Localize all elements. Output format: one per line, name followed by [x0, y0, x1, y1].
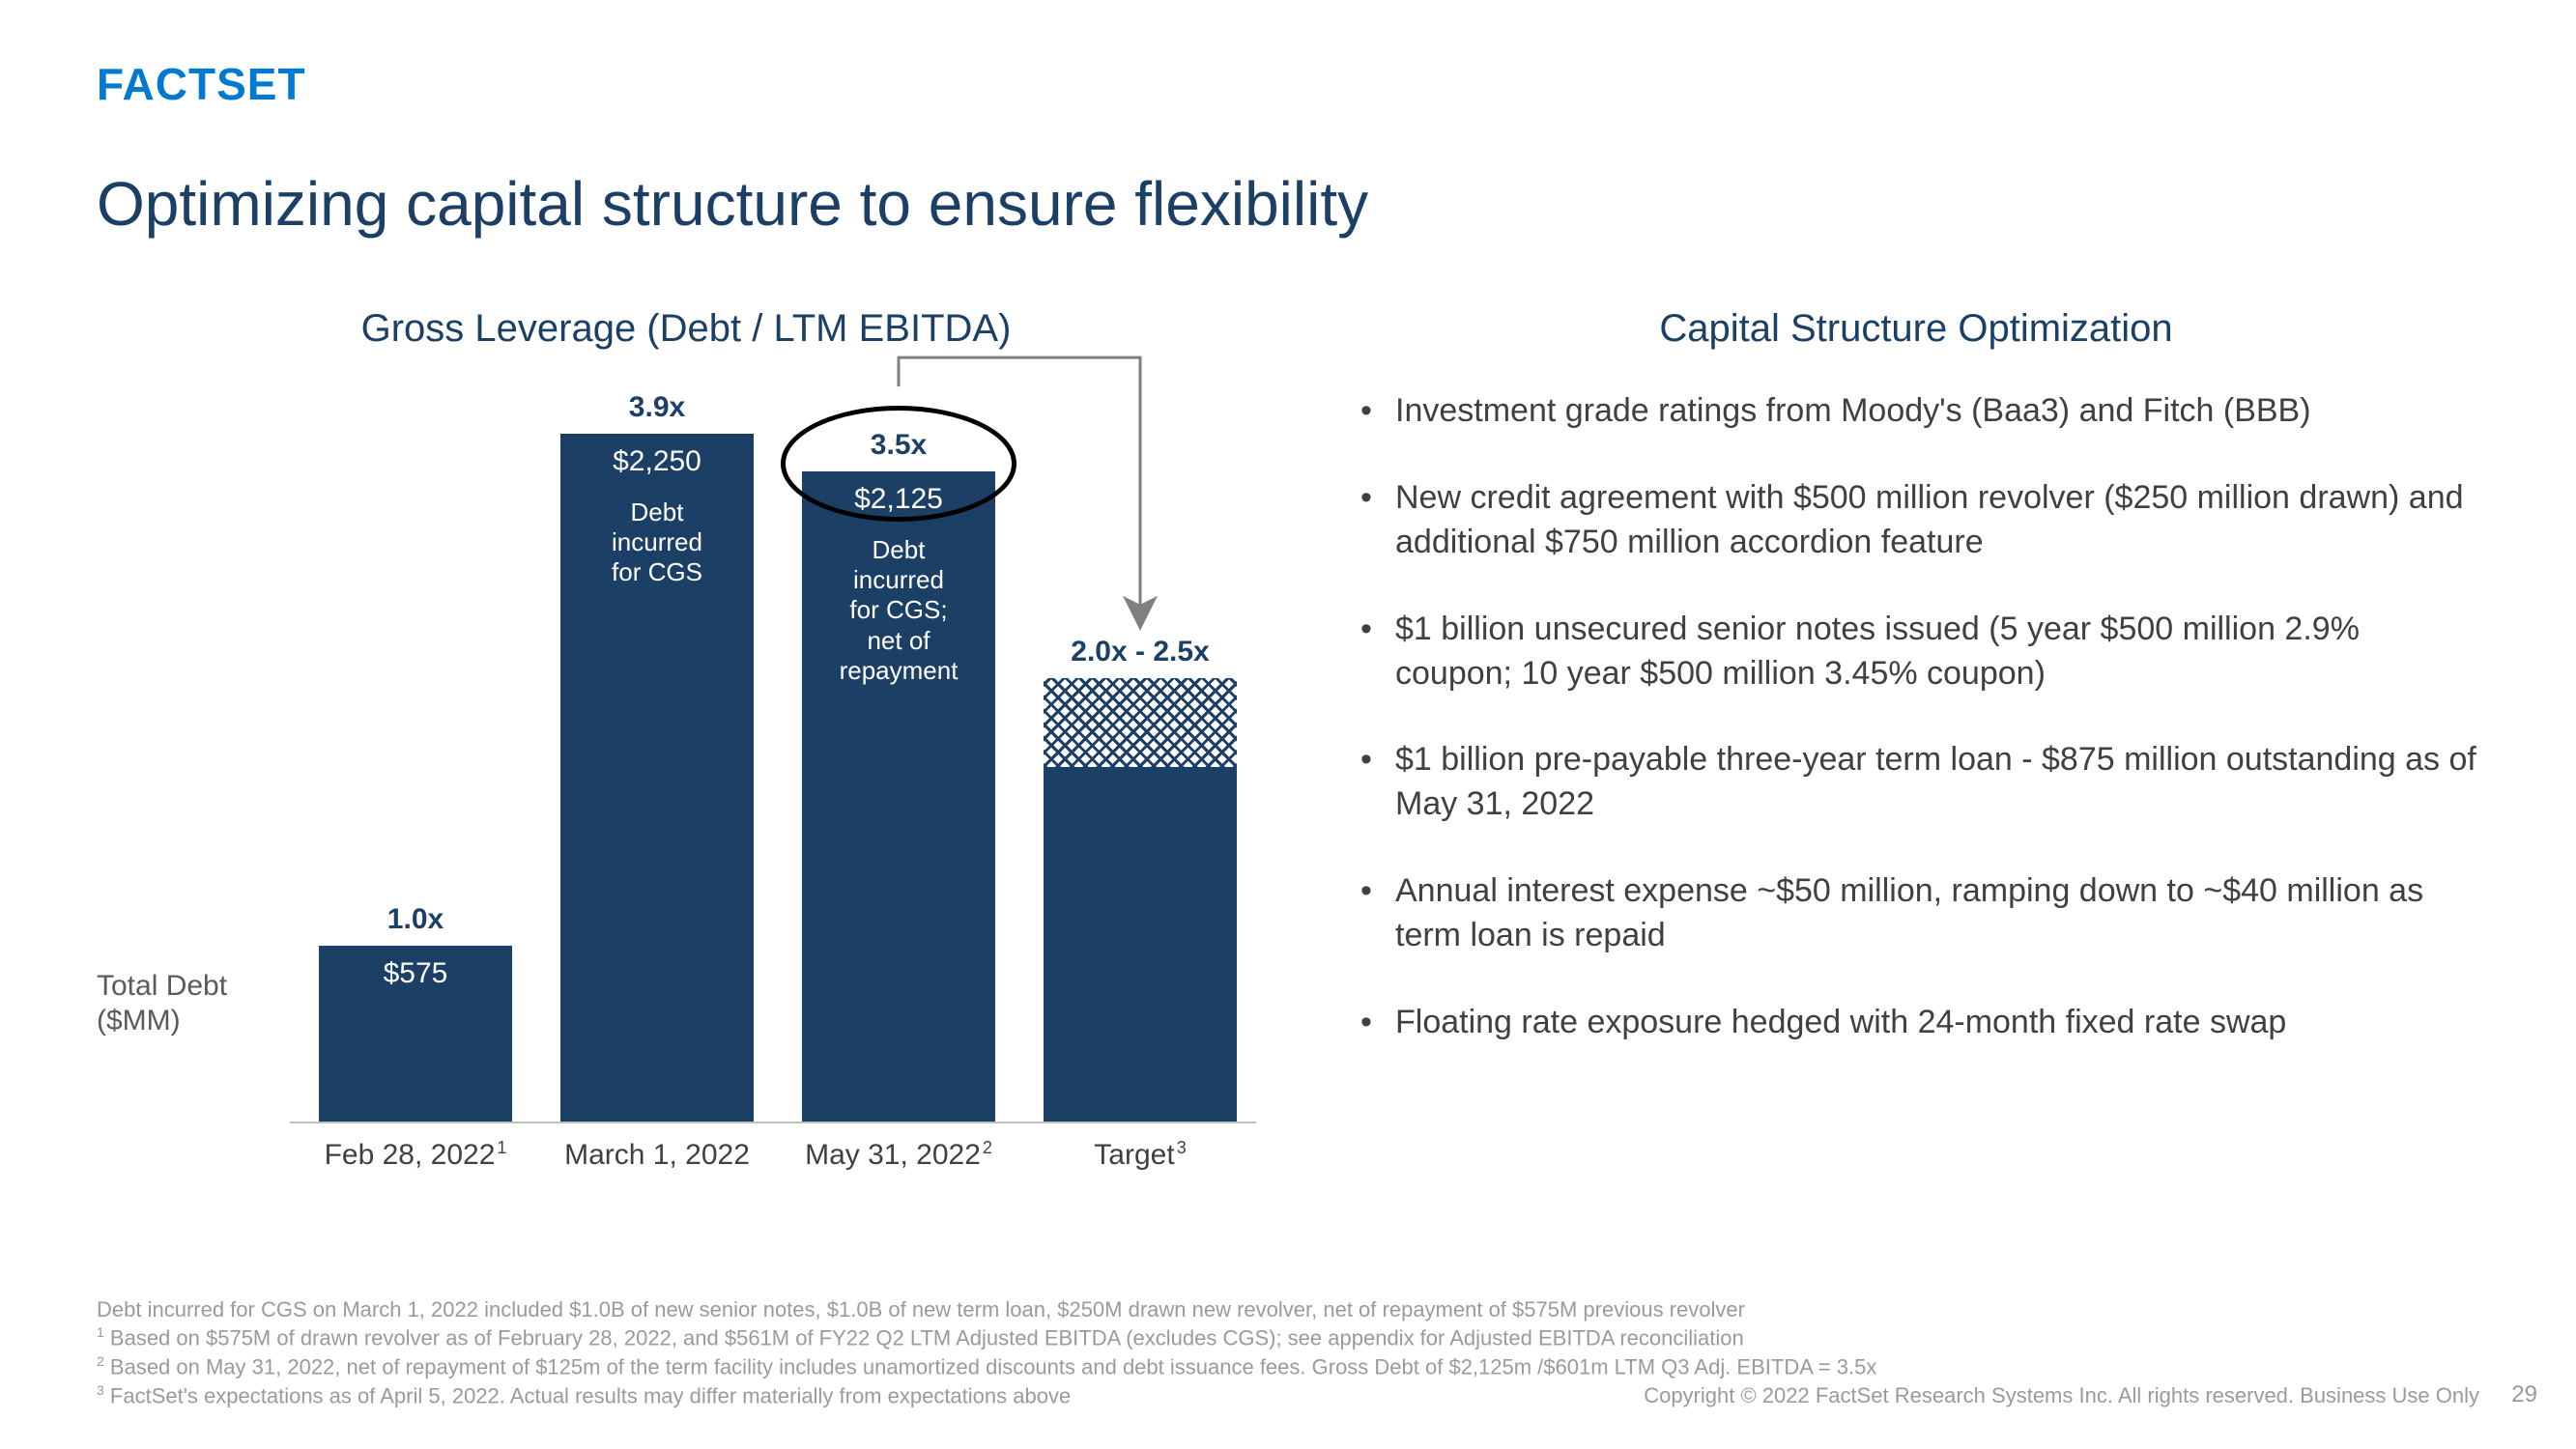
bar-desc-label: Debtincurredfor CGS;net ofrepayment — [834, 535, 964, 686]
chart-bar: 1.0x$575 — [319, 946, 512, 1122]
y-label-line2: ($MM) — [97, 1005, 181, 1037]
x-axis-labels: Feb 28, 20221 March 1, 2022 May 31, 20222 T… — [290, 1133, 1256, 1181]
footnote-line: 2 Based on May 31, 2022, net of repaymen… — [97, 1352, 2479, 1381]
plot-area: 1.0x$5753.9x$2,250Debtincurredfor CGS3.5… — [290, 389, 1256, 1123]
chart-bar: 3.5x$2,125Debtincurredfor CGS;net ofrepa… — [802, 471, 995, 1122]
copyright-text: Copyright © 2022 FactSet Research System… — [1644, 1383, 2479, 1408]
bullet-item: Investment grade ratings from Moody's (B… — [1353, 389, 2479, 434]
bullet-list: Investment grade ratings from Moody's (B… — [1353, 389, 2479, 1045]
chart-title: Gross Leverage (Debt / LTM EBITDA) — [97, 307, 1275, 351]
bullet-item: Annual interest expense ~$50 million, ra… — [1353, 869, 2479, 958]
bullet-item: $1 billion pre-payable three-year term l… — [1353, 738, 2479, 827]
bar-value-label: $2,250 — [613, 445, 701, 478]
highlight-circle — [781, 406, 1016, 522]
bullet-item: Floating rate exposure hedged with 24-mo… — [1353, 1001, 2479, 1045]
bar-multiplier-label: 3.9x — [560, 391, 754, 424]
bullet-item: New credit agreement with $500 million r… — [1353, 476, 2479, 565]
bar-segment: $575 — [319, 946, 512, 1122]
x-axis-label: Target3 — [1024, 1138, 1256, 1172]
y-label-line1: Total Debt — [97, 970, 227, 1002]
text-column: Capital Structure Optimization Investmen… — [1353, 307, 2479, 1181]
chart-wrap: Total Debt ($MM) 1.0x$5753.9x$2,250Debti… — [97, 389, 1275, 1181]
bar-segment — [1044, 767, 1237, 1122]
brand-logo: FACTSET — [97, 58, 2479, 110]
bar-value-label: $575 — [384, 957, 448, 990]
x-axis-label: March 1, 2022 — [541, 1139, 773, 1172]
bullet-item: $1 billion unsecured senior notes issued… — [1353, 608, 2479, 696]
bar-segment — [1044, 678, 1237, 767]
right-title: Capital Structure Optimization — [1353, 307, 2479, 351]
bar-multiplier-label: 2.0x - 2.5x — [1034, 636, 1246, 668]
bar-desc-label: Debtincurredfor CGS — [606, 497, 708, 588]
page-title: Optimizing capital structure to ensure f… — [97, 168, 2479, 240]
chart-bar: 2.0x - 2.5x — [1044, 678, 1237, 1122]
bar-multiplier-label: 1.0x — [319, 903, 512, 936]
content-row: Gross Leverage (Debt / LTM EBITDA) Total… — [97, 307, 2479, 1181]
footnote-line: 1 Based on $575M of drawn revolver as of… — [97, 1323, 2479, 1352]
chart-bar: 3.9x$2,250Debtincurredfor CGS — [560, 434, 754, 1122]
page-number: 29 — [2511, 1381, 2537, 1408]
y-axis-label: Total Debt ($MM) — [97, 969, 227, 1038]
bar-segment: $2,250 Debtincurredfor CGS — [560, 434, 754, 1122]
bar-segment: $2,125Debtincurredfor CGS;net ofrepaymen… — [802, 471, 995, 1122]
footnote-line: Debt incurred for CGS on March 1, 2022 i… — [97, 1296, 2479, 1324]
slide-page: FACTSET Optimizing capital structure to … — [0, 0, 2576, 1449]
chart-column: Gross Leverage (Debt / LTM EBITDA) Total… — [97, 307, 1275, 1181]
x-axis-label: Feb 28, 20221 — [300, 1138, 531, 1172]
x-axis-label: May 31, 20222 — [783, 1138, 1015, 1172]
